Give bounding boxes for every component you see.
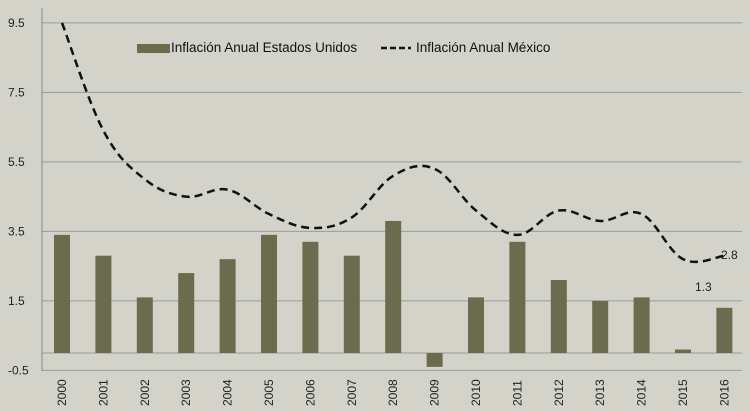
bar-2010 — [468, 297, 484, 353]
x-tick-label: 2004 — [221, 379, 235, 406]
bars-us — [54, 220, 733, 367]
legend-swatch-us — [137, 44, 170, 53]
bar-2014 — [633, 297, 650, 353]
x-tick-label: 2008 — [386, 379, 400, 406]
legend: Inflación Anual Estados Unidos Inflación… — [137, 40, 550, 55]
line-mexico — [60, 22, 725, 264]
x-tick-label: 2002 — [138, 379, 152, 406]
x-tick-label: 2005 — [262, 379, 276, 406]
bar-2011 — [509, 241, 526, 353]
bar-2015 — [675, 349, 691, 353]
x-tick-label: 2014 — [635, 379, 649, 406]
bar-2012 — [550, 280, 567, 353]
x-tick-label: 2001 — [96, 379, 110, 406]
x-tick-label: 2013 — [593, 379, 607, 406]
y-ticks: 9.5 7.5 5.5 3.5 1.5 -0.5 — [8, 16, 29, 378]
bar-2006 — [302, 241, 319, 353]
bar-2008 — [385, 220, 402, 353]
x-tick-label: 2000 — [55, 379, 69, 406]
x-tick-label: 2007 — [345, 379, 359, 406]
x-ticks: 2000 2001 2002 2003 2004 2005 2006 2007 2008 2009… — [55, 379, 731, 406]
data-labels: 2.8 1.3 — [695, 248, 738, 294]
x-tick-label: 2012 — [552, 379, 566, 406]
x-tick-label: 2010 — [469, 379, 483, 406]
bar-2002 — [136, 297, 153, 353]
bar-2013 — [592, 300, 609, 353]
bar-2000 — [54, 234, 70, 353]
x-tick-label: 2015 — [676, 379, 690, 406]
bar-2004 — [219, 259, 236, 353]
y-tick-label: 9.5 — [8, 16, 25, 30]
x-tick-label: 2006 — [303, 379, 317, 406]
x-tick-label: 2003 — [179, 379, 193, 406]
data-label-mexico-2016: 2.8 — [721, 248, 738, 262]
y-tick-label: 3.5 — [8, 224, 25, 238]
y-tick-label: 1.5 — [8, 294, 25, 308]
bar-2016 — [716, 307, 733, 353]
x-tick-label: 2009 — [428, 379, 442, 406]
x-tick-label: 2016 — [717, 379, 731, 406]
bar-2001 — [95, 255, 112, 353]
x-tick-label: 2011 — [510, 380, 524, 406]
bar-2005 — [261, 234, 277, 353]
data-label-us-2016: 1.3 — [695, 280, 712, 294]
y-tick-label: -0.5 — [8, 363, 29, 377]
bar-2009 — [426, 353, 443, 367]
legend-label-us: Inflación Anual Estados Unidos — [171, 40, 357, 55]
bar-2003 — [178, 273, 195, 353]
y-tick-label: 7.5 — [8, 85, 25, 99]
y-tick-label: 5.5 — [8, 155, 25, 169]
legend-label-mexico: Inflación Anual México — [416, 40, 550, 55]
bar-2007 — [343, 255, 360, 353]
